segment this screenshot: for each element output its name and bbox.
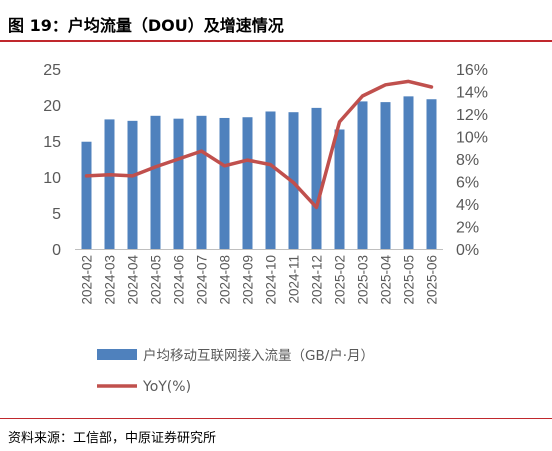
left-tick-label: 20	[43, 98, 61, 115]
x-tick-label: 2025-04	[379, 255, 394, 305]
bar-2025-02	[334, 129, 345, 249]
bar-2024-07	[196, 115, 207, 249]
x-tick-label: 2024-05	[149, 255, 164, 305]
right-tick-label: 2%	[456, 220, 479, 237]
x-tick-label: 2024-07	[195, 255, 210, 305]
right-tick-label: 0%	[456, 242, 479, 259]
bar-2024-09	[242, 117, 253, 250]
left-tick-label: 5	[52, 206, 61, 223]
legend-bar-label: 户均移动互联网接入流量（GB/户·月）	[143, 347, 374, 364]
bar-2024-10	[265, 111, 276, 249]
x-tick-label: 2024-06	[172, 255, 187, 305]
yoy-line	[84, 79, 434, 210]
axes: 0 5 10 15 20 25 0% 2% 4% 6% 8% 10% 12% 14% 16% 2024-02 2…	[43, 62, 488, 305]
right-tick-label: 6%	[456, 175, 479, 192]
right-tick-label: 14%	[456, 85, 488, 102]
right-tick-label: 8%	[456, 152, 479, 169]
x-tick-label: 2025-02	[333, 255, 348, 305]
x-tick-label: 2024-12	[310, 255, 325, 305]
right-tick-label: 4%	[456, 197, 479, 214]
bar-series	[81, 96, 437, 250]
x-tick-label: 2025-03	[356, 255, 371, 305]
x-tick-label: 2024-04	[126, 255, 141, 305]
x-tick-label: 2024-08	[218, 255, 233, 305]
bar-2024-02	[81, 141, 92, 249]
bar-2025-04	[380, 102, 391, 250]
bar-2025-03	[357, 101, 368, 250]
bar-2025-06	[426, 99, 437, 250]
left-tick-label: 0	[52, 242, 61, 259]
title-text: 图 19：户均流量（DOU）及增速情况	[8, 16, 284, 35]
bar-2024-03	[104, 119, 115, 250]
bar-2024-08	[219, 117, 230, 250]
legend-bar-swatch	[97, 349, 137, 360]
bar-2024-05	[150, 115, 161, 249]
bar-2024-04	[127, 120, 138, 249]
x-tick-label: 2025-06	[425, 255, 440, 305]
legend-line-label: YoY(%)	[142, 379, 191, 395]
bar-2024-12	[311, 107, 322, 249]
right-tick-label: 12%	[456, 107, 488, 124]
bar-2024-06	[173, 118, 184, 250]
top-rule	[0, 40, 552, 42]
right-tick-label: 16%	[456, 62, 488, 79]
x-tick-label: 2024-09	[241, 255, 256, 305]
legend: 户均移动互联网接入流量（GB/户·月） YoY(%)	[97, 347, 374, 395]
left-tick-label: 10	[43, 170, 61, 187]
x-tick-label: 2024-11	[287, 255, 302, 304]
left-tick-label: 25	[43, 62, 61, 79]
source-note: 资料来源：工信部，中原证券研究所	[8, 431, 217, 446]
bottom-rule	[0, 418, 552, 419]
x-tick-label: 2024-03	[103, 255, 118, 305]
line-series	[84, 79, 434, 210]
figure-title: 图 19：户均流量（DOU）及增速情况	[0, 8, 552, 38]
x-tick-label: 2024-10	[264, 255, 279, 305]
left-tick-label: 15	[43, 134, 61, 151]
x-tick-label: 2025-05	[402, 255, 417, 305]
bar-2025-05	[403, 96, 414, 249]
right-tick-label: 10%	[456, 130, 488, 147]
x-tick-label: 2024-02	[80, 255, 95, 305]
